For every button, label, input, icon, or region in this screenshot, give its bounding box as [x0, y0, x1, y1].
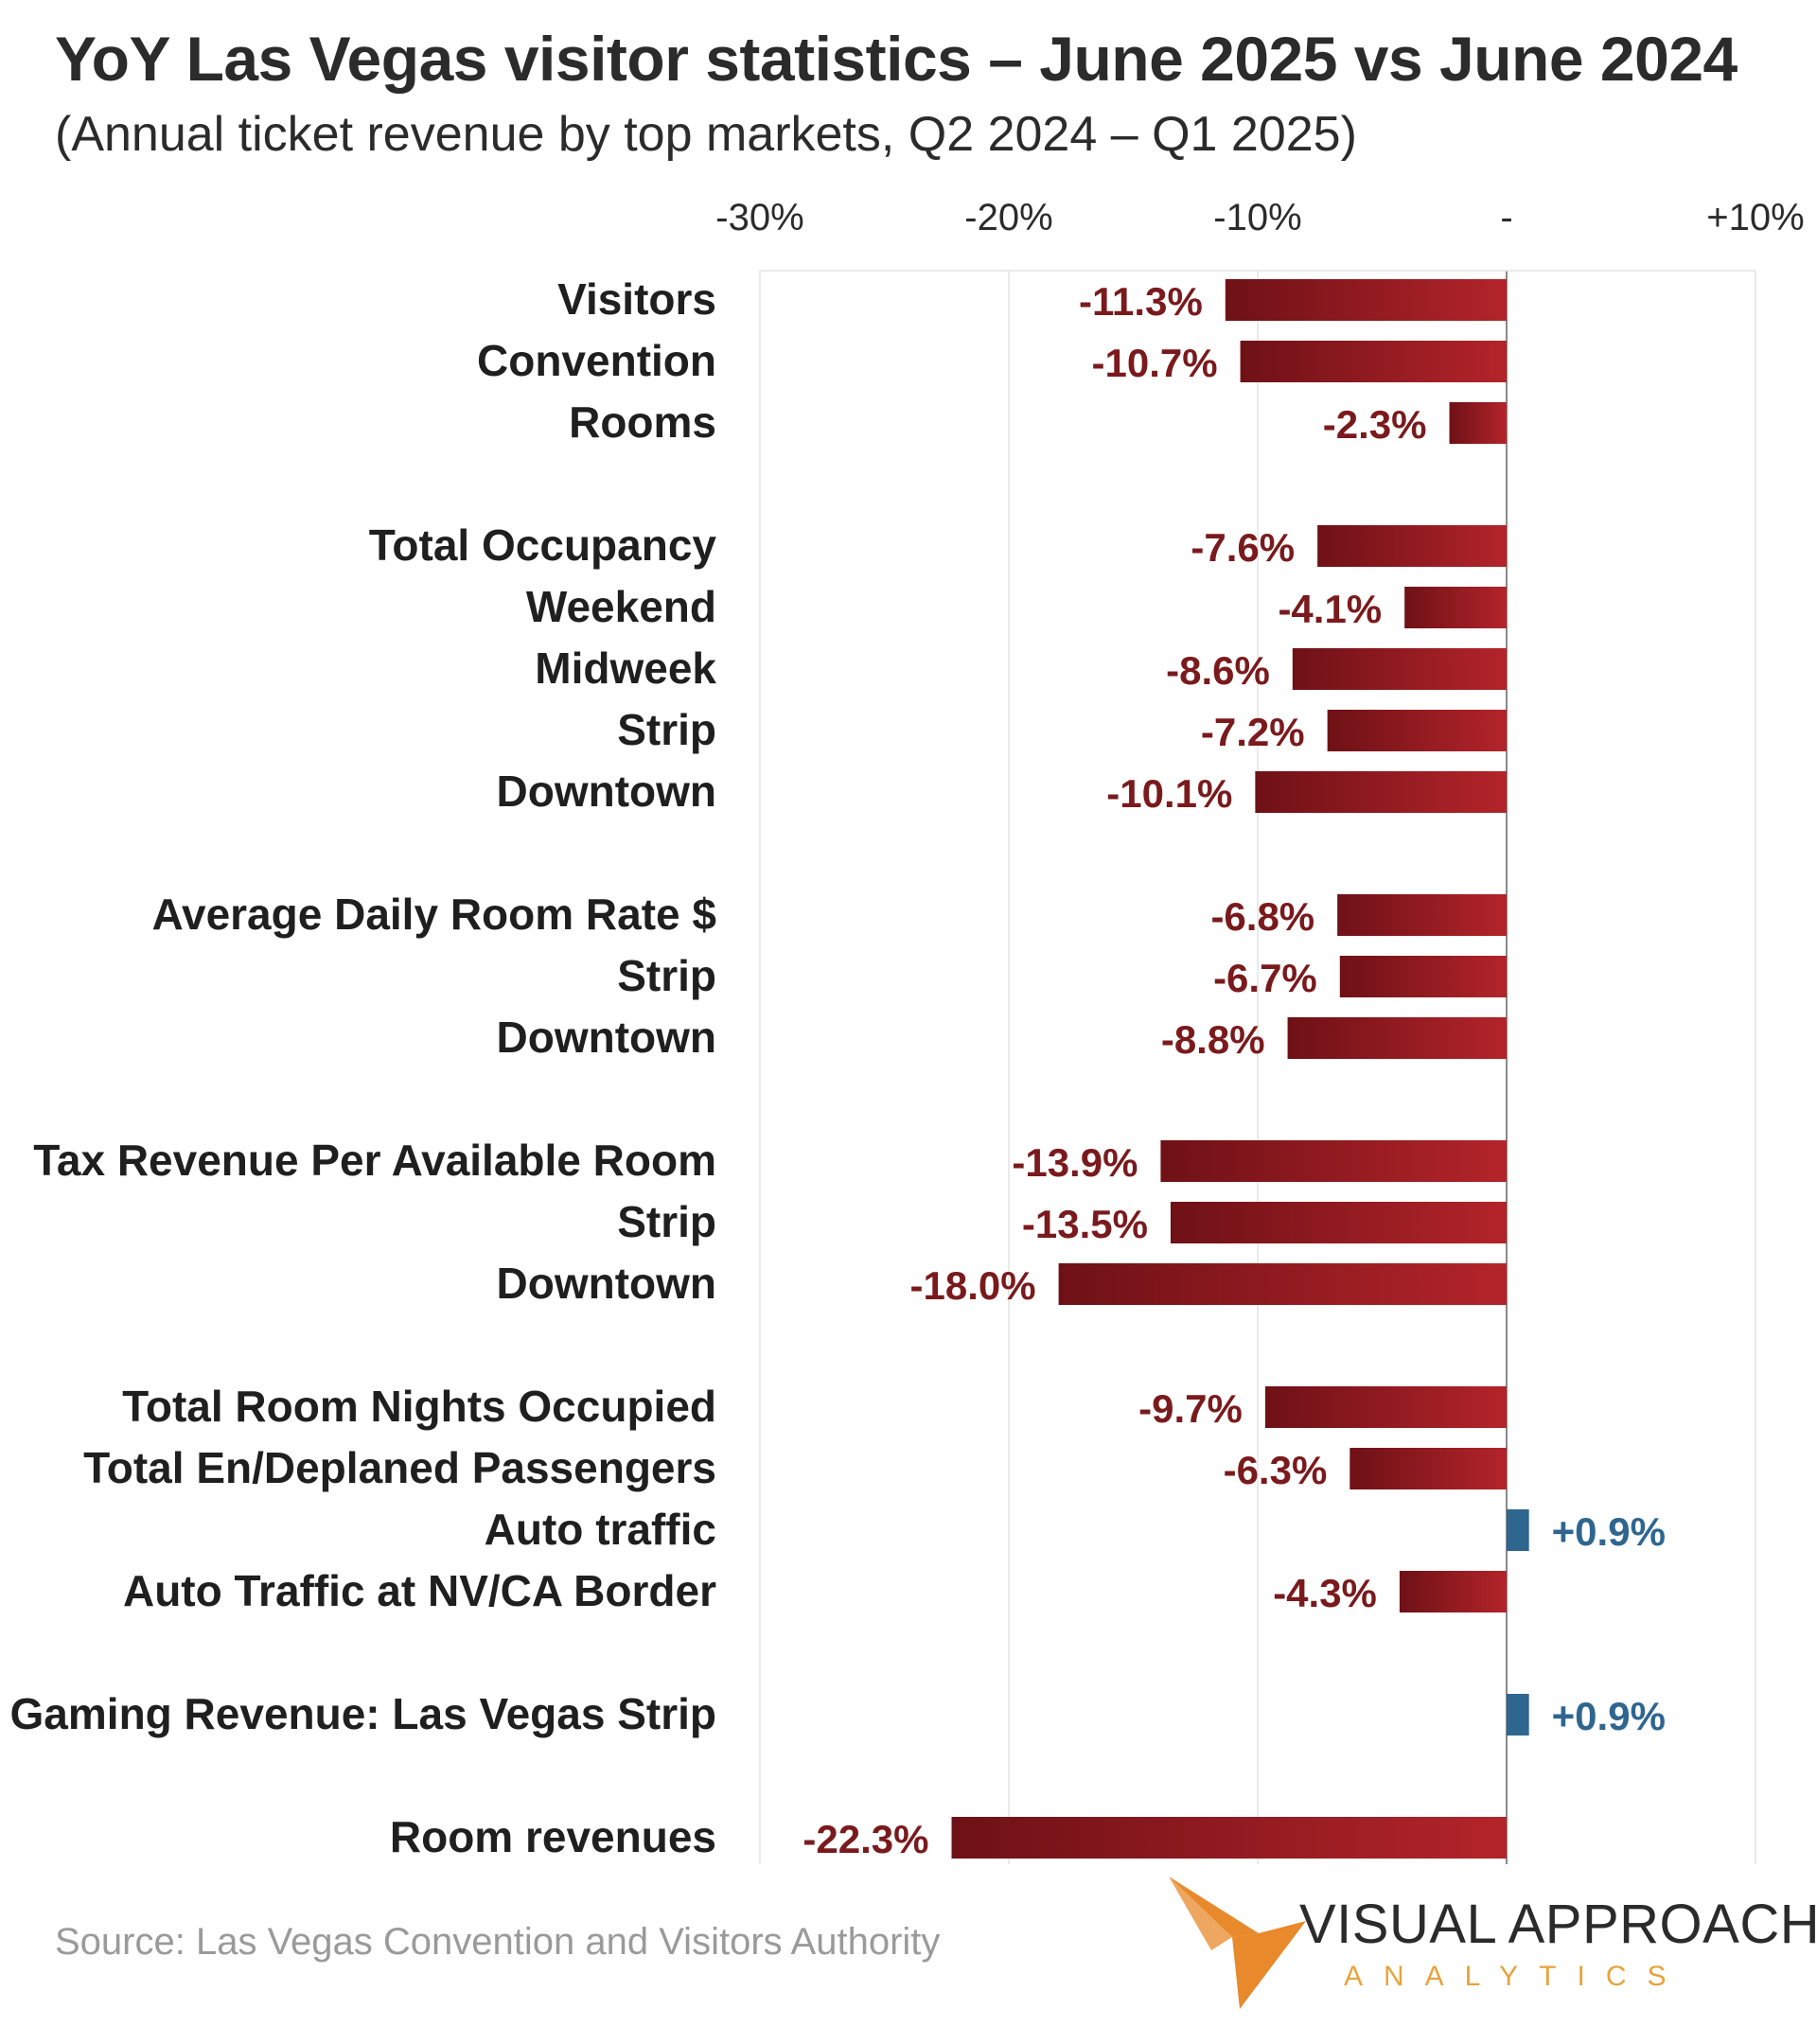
- category-label: Midweek: [535, 643, 716, 693]
- bar: [1449, 402, 1507, 444]
- bar: [1507, 1694, 1529, 1736]
- category-label: Auto traffic: [485, 1505, 716, 1554]
- bar: [1240, 341, 1507, 382]
- bar: [1317, 525, 1507, 567]
- bar: [1399, 1571, 1507, 1612]
- bar: [1287, 1017, 1507, 1059]
- data-label: -7.6%: [1191, 525, 1295, 570]
- category-label: Strip: [617, 705, 716, 754]
- bar: [951, 1817, 1507, 1859]
- category-label: Visitors: [557, 274, 716, 324]
- data-label: -9.7%: [1138, 1386, 1243, 1431]
- data-label: -10.1%: [1106, 771, 1232, 816]
- category-label: Auto Traffic at NV/CA Border: [123, 1566, 716, 1615]
- x-tick-label: -20%: [964, 197, 1052, 238]
- data-label: -11.3%: [1079, 279, 1203, 324]
- bar: [1264, 1386, 1507, 1428]
- source-note: Source: Las Vegas Convention and Visitor…: [55, 1921, 941, 1963]
- bar: [1160, 1140, 1507, 1182]
- category-label: Convention: [477, 336, 716, 385]
- bar: [1339, 956, 1507, 997]
- data-label: -7.2%: [1201, 710, 1305, 754]
- data-label: -4.1%: [1278, 587, 1382, 631]
- chart-subtitle: (Annual ticket revenue by top markets, Q…: [55, 107, 1357, 162]
- category-label: Strip: [617, 951, 716, 1000]
- category-label: Room revenues: [390, 1812, 716, 1861]
- category-label: Total Occupancy: [369, 520, 717, 570]
- data-label: -13.5%: [1022, 1202, 1148, 1246]
- category-label: Total Room Nights Occupied: [122, 1382, 716, 1431]
- bar: [1327, 710, 1507, 751]
- category-label: Downtown: [497, 1013, 717, 1062]
- x-tick-label: -: [1500, 197, 1512, 238]
- category-label: Tax Revenue Per Available Room: [33, 1136, 716, 1185]
- category-label: Weekend: [526, 582, 716, 631]
- data-label: +0.9%: [1552, 1694, 1666, 1738]
- bar-chart: -30% -20% -10% - +10% Visitors Convention Room…: [10, 197, 1805, 1864]
- data-label: -8.8%: [1161, 1017, 1265, 1062]
- x-tick-label: -10%: [1213, 197, 1301, 238]
- data-label: -4.3%: [1273, 1571, 1377, 1615]
- bar: [1255, 771, 1507, 813]
- bar: [1170, 1202, 1507, 1243]
- chart-title: YoY Las Vegas visitor statistics – June …: [55, 24, 1738, 94]
- x-tick-label: -30%: [715, 197, 803, 238]
- data-label: -6.7%: [1213, 956, 1317, 1000]
- data-label: -22.3%: [803, 1817, 928, 1861]
- data-label: -10.7%: [1092, 341, 1218, 385]
- bar: [1507, 1509, 1529, 1551]
- category-label: Average Daily Room Rate $: [151, 890, 716, 939]
- data-label: -18.0%: [910, 1263, 1036, 1308]
- category-label: Rooms: [569, 397, 716, 447]
- data-label: -6.8%: [1210, 894, 1314, 939]
- logo-text-primary: VISUAL APPROACH: [1299, 1894, 1817, 1955]
- data-label: +0.9%: [1552, 1509, 1666, 1554]
- data-label: -13.9%: [1012, 1140, 1138, 1185]
- visual-approach-logo: VISUAL APPROACH ANALYTICS: [1145, 1869, 1817, 2011]
- category-label: Total En/Deplaned Passengers: [83, 1443, 716, 1492]
- bar: [1404, 587, 1507, 628]
- logo-arrow-icon: [1169, 1877, 1306, 2009]
- category-label: Strip: [617, 1197, 716, 1246]
- bar: [1292, 648, 1507, 690]
- bar: [1225, 279, 1507, 321]
- bar: [1337, 894, 1507, 936]
- data-label: -6.3%: [1224, 1448, 1328, 1492]
- category-label: Downtown: [497, 766, 717, 816]
- data-label: -2.3%: [1323, 402, 1427, 447]
- logo-text-secondary: ANALYTICS: [1344, 1961, 1687, 1992]
- x-tick-label: +10%: [1706, 197, 1804, 238]
- category-label: Gaming Revenue: Las Vegas Strip: [10, 1689, 716, 1738]
- bar: [1058, 1263, 1507, 1305]
- data-label: -8.6%: [1166, 648, 1270, 693]
- bar: [1350, 1448, 1507, 1489]
- category-label: Downtown: [497, 1259, 717, 1308]
